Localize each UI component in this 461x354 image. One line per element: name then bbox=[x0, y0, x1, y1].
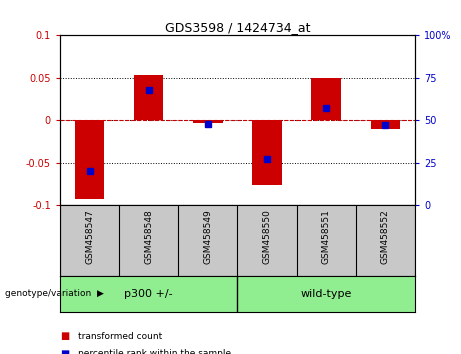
Bar bbox=[75, 120, 104, 199]
Text: GSM458547: GSM458547 bbox=[85, 209, 94, 264]
Text: GSM458550: GSM458550 bbox=[262, 209, 272, 264]
Text: genotype/variation  ▶: genotype/variation ▶ bbox=[5, 289, 103, 298]
Bar bbox=[371, 120, 400, 129]
Text: GSM458548: GSM458548 bbox=[144, 209, 153, 264]
Text: GSM458552: GSM458552 bbox=[381, 209, 390, 264]
Title: GDS3598 / 1424734_at: GDS3598 / 1424734_at bbox=[165, 21, 310, 34]
Bar bbox=[252, 120, 282, 185]
Text: ■: ■ bbox=[60, 331, 69, 341]
Bar bbox=[193, 120, 223, 123]
Bar bbox=[311, 78, 341, 120]
Text: wild-type: wild-type bbox=[301, 289, 352, 299]
Text: transformed count: transformed count bbox=[78, 332, 163, 341]
Text: percentile rank within the sample: percentile rank within the sample bbox=[78, 349, 231, 354]
Text: ■: ■ bbox=[60, 349, 69, 354]
Text: GSM458549: GSM458549 bbox=[203, 209, 213, 264]
Bar bbox=[134, 75, 164, 120]
Text: GSM458551: GSM458551 bbox=[322, 209, 331, 264]
Text: p300 +/-: p300 +/- bbox=[124, 289, 173, 299]
